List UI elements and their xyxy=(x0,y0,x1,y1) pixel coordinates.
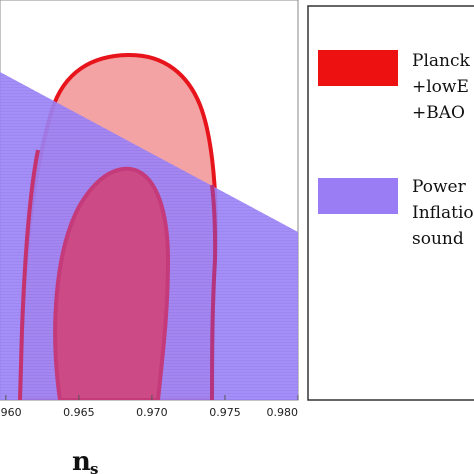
data-layer xyxy=(0,52,298,400)
legend-swatch-inflation xyxy=(318,178,398,214)
legend-label-inflation-line2: Inflation xyxy=(412,203,474,223)
x-tick-label: 0.965 xyxy=(63,406,95,419)
legend-label-planck-line1: Planck xyxy=(412,51,470,71)
legend: Planck +lowE +BAO Power Inflation sound xyxy=(307,5,474,401)
x-tick-label: 0.960 xyxy=(0,406,22,419)
x-tick-label: 0.975 xyxy=(209,406,241,419)
legend-label-planck-line2: +lowE xyxy=(412,77,469,97)
legend-label-inflation-line1: Power xyxy=(412,177,467,197)
x-axis-label: n xyxy=(72,447,91,474)
planck-outer-contour-overlay xyxy=(18,149,40,400)
planck-outer-contour-overlay-right xyxy=(210,184,218,400)
x-tick-label: 0.980 xyxy=(267,406,299,419)
planck-inner-contour xyxy=(53,166,171,400)
legend-label-inflation-line3: sound xyxy=(412,229,464,249)
legend-swatch-planck xyxy=(318,50,398,86)
x-axis: 0.960 0.965 0.970 0.975 0.980 xyxy=(0,395,299,419)
x-axis-label-subscript: s xyxy=(90,460,98,474)
legend-label-planck-line3: +BAO xyxy=(412,103,465,123)
x-tick-label: 0.970 xyxy=(136,406,168,419)
